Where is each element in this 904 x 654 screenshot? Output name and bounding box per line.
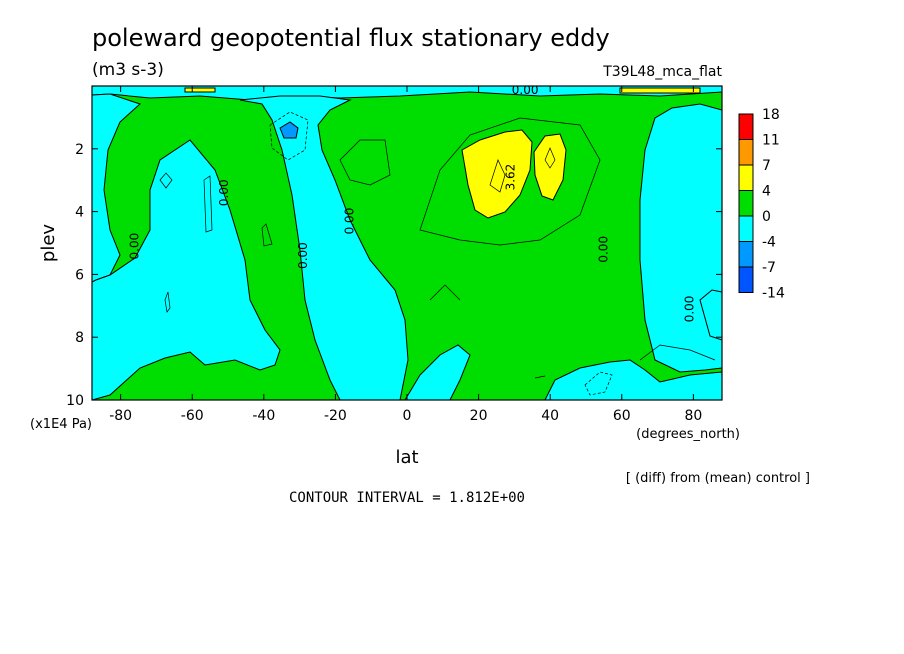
contour-label: 3.62 [503, 164, 517, 191]
strong-negative-core [279, 121, 299, 139]
colorbar-swatch [738, 190, 754, 217]
negative-region-top-strip [92, 86, 722, 101]
negative-region-north-lower [544, 359, 722, 400]
y-axis: 2 4 6 8 10 [66, 142, 722, 409]
y-tick-label: 4 [75, 205, 84, 221]
positive-region-top-1 [184, 87, 216, 93]
colorbar-swatch [738, 266, 754, 293]
x-tick-label: 0 [403, 408, 412, 424]
colorbar-label: -7 [762, 260, 776, 276]
contour-label: 0.00 [342, 208, 356, 235]
contour-label: 0.00 [596, 236, 610, 263]
negative-region-south-midlat [239, 95, 409, 400]
colorbar: 18 11 7 4 0 -4 -7 -14 [738, 107, 785, 302]
x-tick-label: -80 [109, 408, 132, 424]
negative-region-polar-cap [699, 289, 722, 341]
x-axis-title: lat [395, 447, 418, 468]
positive-region-top-2 [619, 87, 701, 94]
colorbar-label: 18 [762, 107, 780, 123]
x-tick-label: -40 [252, 408, 275, 424]
negative-region-north-small [404, 344, 471, 400]
y-tick-label: 2 [75, 142, 84, 158]
colorbar-label: 0 [762, 209, 771, 225]
positive-region-core-1 [461, 129, 533, 219]
x-units-label: (degrees_north) [636, 427, 740, 442]
x-axis: -80 -60 -40 -20 0 20 40 60 80 [109, 86, 702, 424]
chart-units: (m3 s-3) [92, 60, 164, 80]
x-tick-label: 20 [470, 408, 488, 424]
x-tick-label: -60 [181, 408, 204, 424]
contour-label: 0.00 [128, 233, 142, 260]
contour-label: 0.00 [217, 179, 231, 206]
colorbar-swatch [738, 113, 754, 140]
colorbar-swatch [738, 215, 754, 242]
colorbar-label: -4 [762, 235, 776, 251]
y-tick-label: 6 [75, 267, 84, 283]
y-units-label: (x1E4 Pa) [30, 417, 92, 432]
x-tick-label: 80 [684, 408, 702, 424]
colorbar-swatch [738, 139, 754, 166]
contour-label: 0.00 [682, 296, 696, 323]
x-tick-label: -20 [324, 408, 347, 424]
colorbar-label: 11 [762, 133, 780, 149]
chart-title: poleward geopotential flux stationary ed… [92, 24, 610, 52]
plot-area: 0.00 0.00 0.00 0.00 0.00 3.62 0.00 0.00 [92, 83, 722, 400]
colorbar-swatch [738, 241, 754, 268]
contour-labels: 0.00 0.00 0.00 0.00 0.00 3.62 0.00 0.00 [128, 83, 697, 323]
y-axis-title: plev [38, 224, 59, 263]
negative-region-south-lower [92, 139, 281, 400]
x-tick-label: 60 [613, 408, 631, 424]
y-tick-label: 8 [75, 330, 84, 346]
contour-label: 0.00 [296, 242, 310, 269]
contour-label: 0.00 [512, 83, 539, 97]
colorbar-label: -14 [762, 286, 785, 302]
experiment-label: T39L48_mca_flat [602, 64, 722, 80]
colorbar-swatch [738, 164, 754, 191]
diff-label: [ (diff) from (mean) control ] [626, 471, 810, 486]
contour-lines [159, 111, 716, 396]
colorbar-label: 4 [762, 184, 771, 200]
y-tick-label: 10 [66, 393, 84, 409]
positive-region-core-2 [533, 133, 567, 201]
colorbar-label: 7 [762, 158, 771, 174]
x-tick-label: 40 [541, 408, 559, 424]
contour-interval-label: CONTOUR INTERVAL = 1.812E+00 [289, 490, 525, 506]
